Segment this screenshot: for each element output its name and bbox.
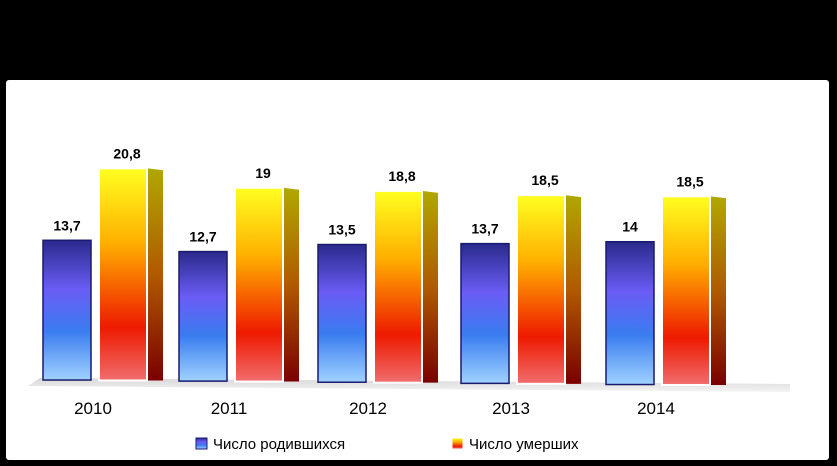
- x-tick-labels-group: 2010 2011 2012 2013 2014: [74, 399, 675, 418]
- x-tick-2012: 2012: [349, 399, 387, 418]
- legend-swatch-deaths: [451, 437, 464, 450]
- x-tick-2014: 2014: [637, 399, 675, 418]
- data-label-deaths-2010: 20,8: [113, 145, 140, 161]
- bar-births-2014: [605, 240, 655, 386]
- bar-side-2012: [422, 190, 438, 383]
- data-label-births-2013: 13,7: [471, 221, 498, 237]
- legend-swatch-births: [195, 437, 208, 450]
- legend-label-births: Число родившихся: [213, 436, 345, 453]
- bar-deaths-2011: [234, 186, 284, 383]
- x-tick-2010: 2010: [74, 399, 112, 418]
- bar-births-2012: [317, 243, 367, 383]
- data-label-deaths-2011: 19: [255, 165, 271, 181]
- bars-group: [42, 167, 726, 386]
- bar-births-2011: [178, 250, 228, 382]
- bar-deaths-2012: [373, 189, 423, 384]
- data-label-deaths-2014: 18,5: [676, 173, 703, 189]
- bar-side-2013: [565, 195, 581, 384]
- data-label-births-2012: 13,5: [328, 222, 355, 238]
- data-label-deaths-2012: 18,8: [388, 168, 415, 184]
- bar-side-2011: [283, 187, 299, 382]
- data-label-deaths-2013: 18,5: [531, 172, 558, 188]
- bar-deaths-2013: [516, 194, 566, 385]
- data-label-births-2010: 13,7: [53, 217, 80, 233]
- data-label-births-2014: 14: [622, 219, 638, 235]
- bar-side-2014: [710, 196, 726, 385]
- data-label-births-2011: 12,7: [189, 229, 216, 245]
- bar-side-2010: [147, 168, 163, 381]
- bar-deaths-2010: [98, 167, 148, 382]
- x-tick-2013: 2013: [492, 399, 530, 418]
- legend: Число родившихся Число умерших: [195, 436, 579, 453]
- bar-births-2013: [460, 242, 510, 385]
- x-tick-2011: 2011: [211, 399, 248, 418]
- data-labels-group: 13,7 20,8 12,7 19 13,5 18,8 13,7 18,5 14 18,5: [53, 145, 703, 244]
- legend-label-deaths: Число умерших: [469, 436, 579, 453]
- bar-deaths-2014: [661, 195, 711, 386]
- bar-births-2010: [42, 239, 92, 381]
